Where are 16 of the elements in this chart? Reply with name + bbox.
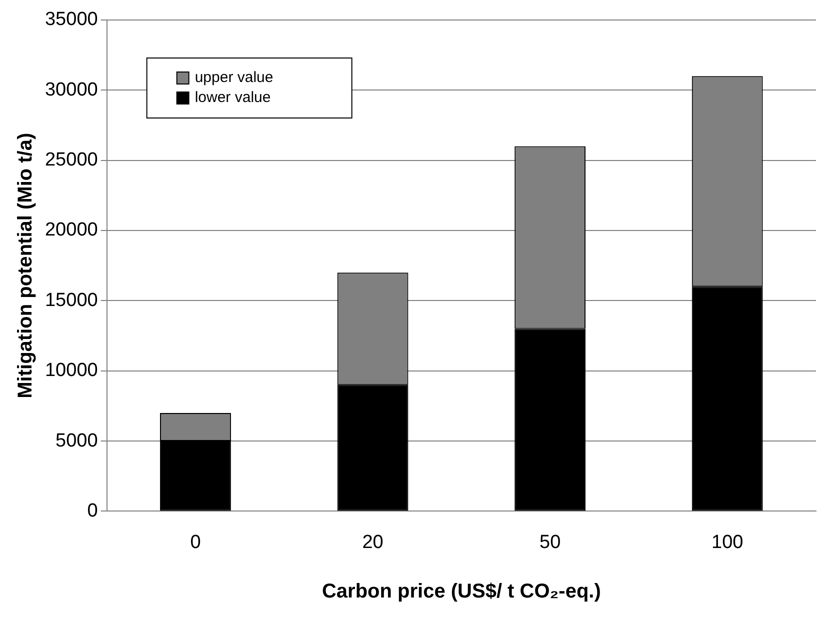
y-tick-label: 0 <box>87 500 98 522</box>
x-axis-title: Carbon price (US$/ t CO₂-eq.) <box>322 580 601 603</box>
y-axis-title: Mitigation potential (Mio t/a) <box>14 132 37 398</box>
y-tick-label: 35000 <box>44 9 98 30</box>
x-tick-label: 50 <box>539 532 561 553</box>
y-tick-label: 10000 <box>44 360 98 382</box>
legend-label: upper value <box>194 69 274 86</box>
x-tick-label: 100 <box>712 532 744 553</box>
y-tick-label: 20000 <box>44 220 98 241</box>
legend-label: lower value <box>194 89 271 106</box>
y-tick-label: 30000 <box>44 79 98 100</box>
x-tick-label: 20 <box>362 532 384 553</box>
y-tick-label: 25000 <box>44 150 98 171</box>
y-tick-label: 15000 <box>44 290 98 311</box>
x-tick-label: 0 <box>190 532 201 553</box>
y-tick-label: 5000 <box>56 430 98 452</box>
